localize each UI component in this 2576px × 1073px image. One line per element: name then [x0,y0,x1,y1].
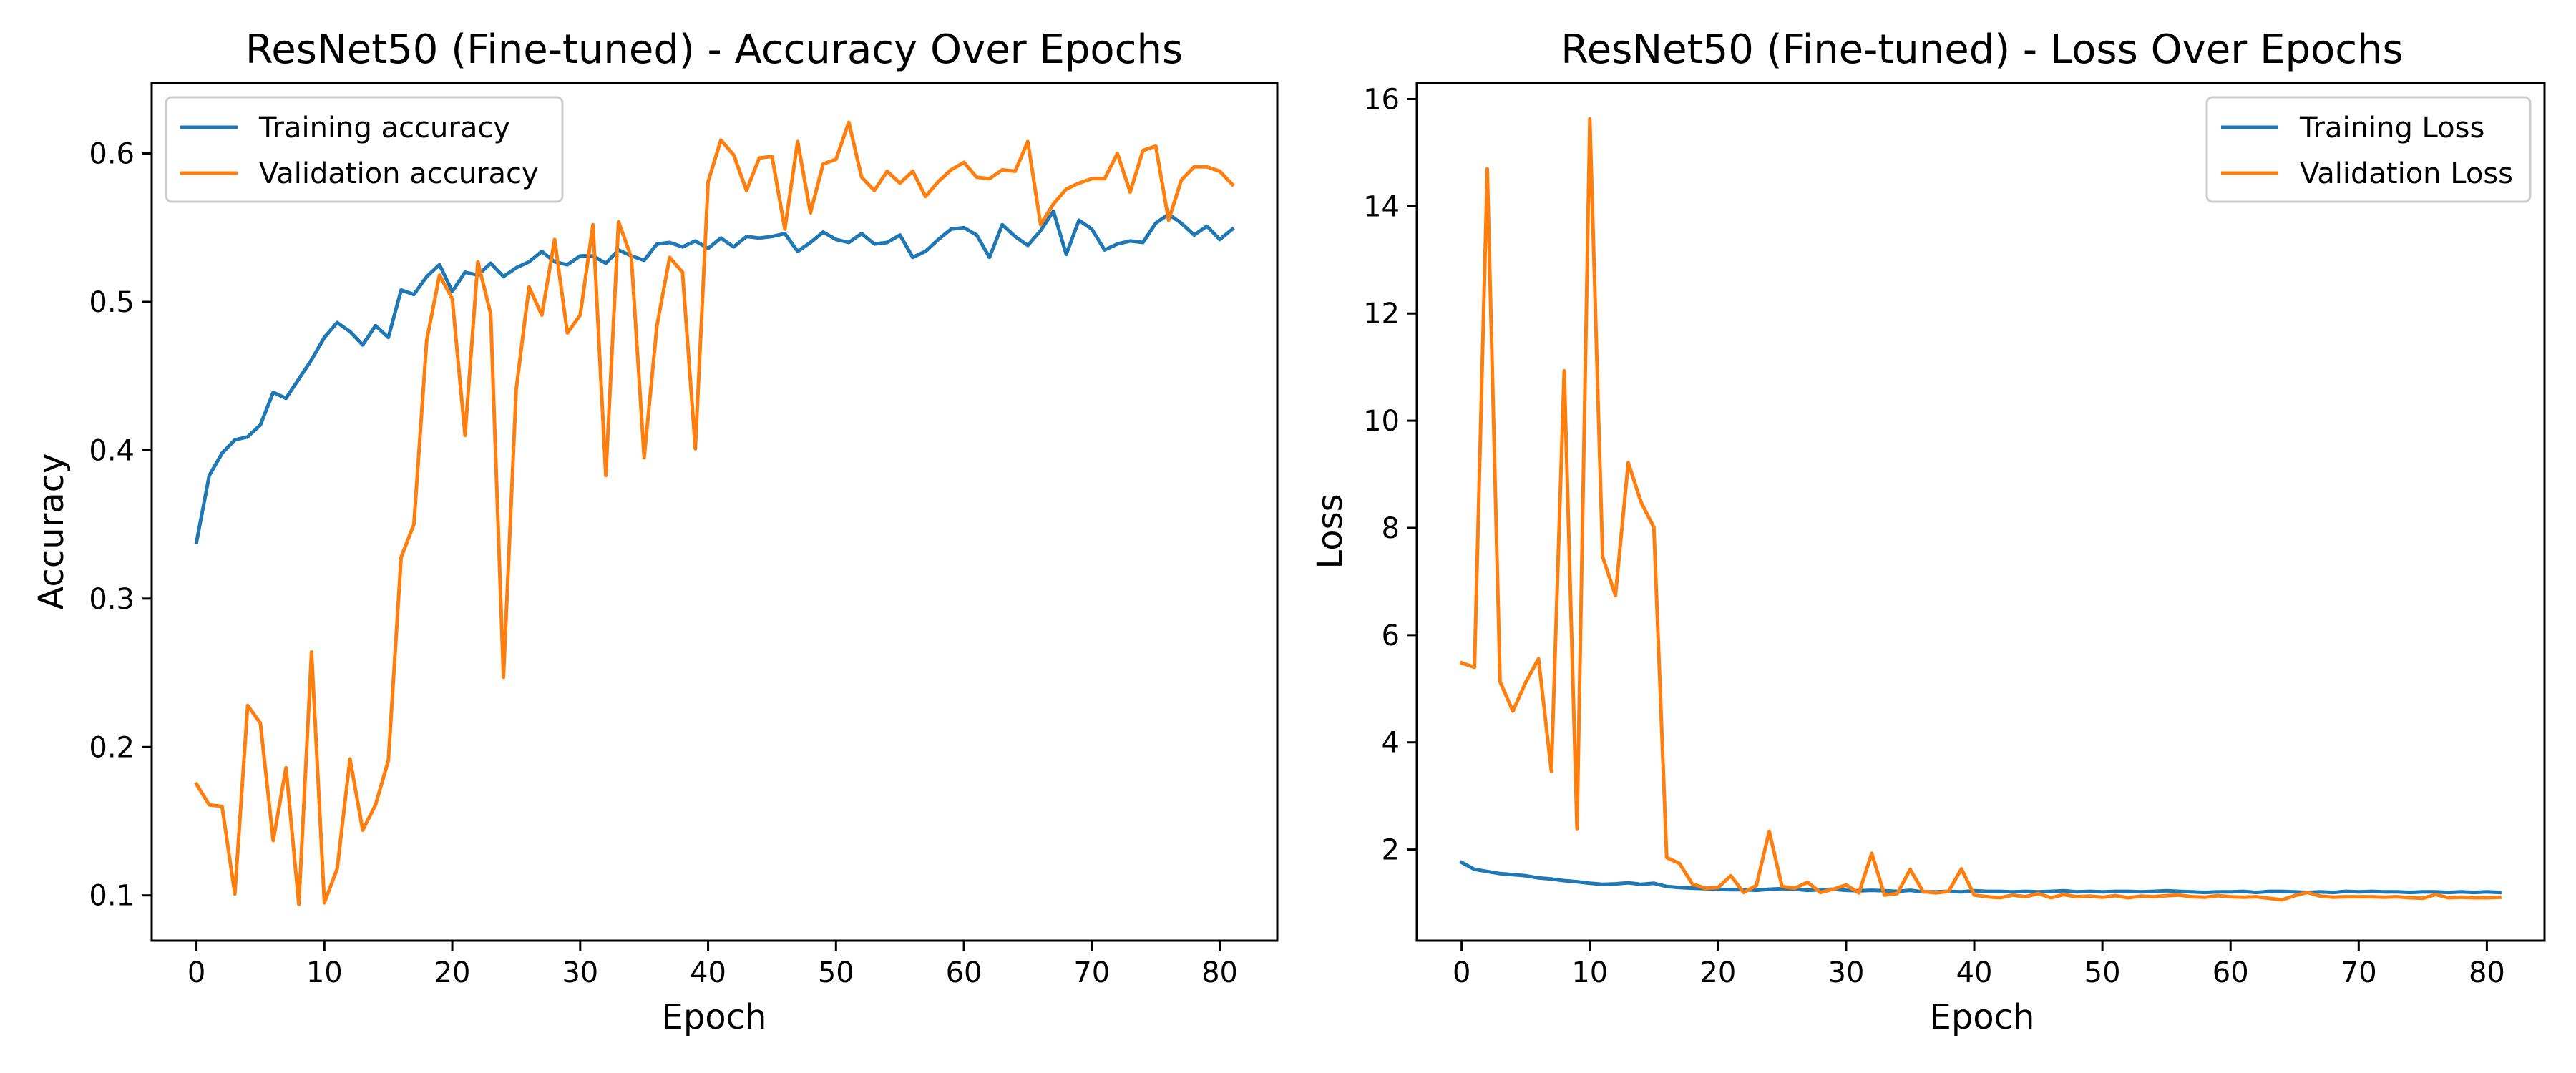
y-tick-label: 16 [1363,83,1400,116]
x-tick-label: 80 [1201,956,1238,989]
y-tick-label: 0.2 [89,731,135,764]
x-tick-label: 0 [1453,956,1470,989]
x-tick-label: 80 [2469,956,2505,989]
y-tick-label: 12 [1363,298,1400,330]
legend-label: Validation Loss [2300,157,2513,190]
x-tick-label: 30 [1828,956,1865,989]
legend-label: Training accuracy [258,112,510,144]
y-tick-label: 8 [1382,512,1400,545]
plot-area: 0 10 20 30 40 50 60 70 80 2 4 6 8 10 12 14 16 [1363,82,2546,989]
legend-label: Training Loss [2299,112,2484,144]
y-tick-label: 0.6 [89,138,135,171]
y-tick-label: 14 [1363,190,1400,223]
x-tick-label: 30 [562,956,598,989]
y-tick-label: 10 [1363,405,1400,438]
legend: Training Loss Validation Loss [2205,96,2532,203]
chart-title: ResNet50 (Fine-tuned) - Accuracy Over Ep… [245,26,1183,73]
plot-area: 0 10 20 30 40 50 60 70 80 0.1 0.2 0.3 0.4 0.5 0.6 [89,82,1279,989]
series-line [194,209,1235,544]
x-tick-label: 50 [818,956,854,989]
legend: Training accuracy Validation accuracy [165,96,564,203]
y-tick-label: 2 [1382,834,1400,867]
x-tick-label: 40 [690,956,726,989]
y-tick-label: 0.4 [89,434,135,467]
loss-chart: ResNet50 (Fine-tuned) - Loss Over Epochs… [1310,26,2546,1037]
x-tick-label: 0 [187,956,205,989]
series-line [1459,117,2502,902]
y-axis-label: Accuracy [31,453,72,609]
legend-label: Validation accuracy [259,157,539,190]
x-axis-label: Epoch [1930,997,2035,1037]
series-line [1459,860,2502,895]
x-tick-label: 70 [2341,956,2377,989]
legend-box [165,96,564,203]
y-tick-label: 0.1 [89,880,135,913]
x-tick-label: 10 [306,956,343,989]
x-tick-label: 60 [946,956,982,989]
legend-box [2205,96,2532,203]
x-tick-label: 70 [1073,956,1110,989]
chart-title: ResNet50 (Fine-tuned) - Loss Over Epochs [1561,26,2403,73]
y-tick-label: 4 [1382,727,1400,760]
y-tick-label: 0.3 [89,583,135,616]
y-tick-label: 0.5 [89,286,135,319]
x-tick-label: 60 [2212,956,2249,989]
x-tick-label: 20 [434,956,471,989]
y-tick-label: 6 [1382,619,1400,652]
axes-frame [150,82,1279,942]
y-axis-label: Loss [1310,494,1350,569]
axes-frame [1415,82,2546,942]
accuracy-chart: ResNet50 (Fine-tuned) - Accuracy Over Ep… [31,26,1279,1037]
x-tick-label: 40 [1956,956,1993,989]
x-axis-label: Epoch [662,997,767,1037]
x-tick-label: 50 [2084,956,2121,989]
series-line [194,120,1235,906]
x-tick-label: 20 [1699,956,1736,989]
x-tick-label: 10 [1571,956,1608,989]
